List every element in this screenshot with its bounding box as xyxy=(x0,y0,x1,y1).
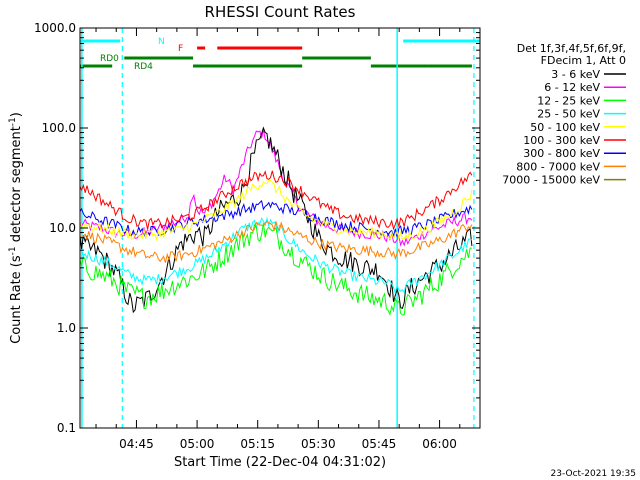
series-line xyxy=(79,179,473,242)
y-axis-label: Count Rate (s-1 detector segment-1) xyxy=(8,112,24,344)
series-line xyxy=(79,199,473,239)
y-tick-label: 1000.0 xyxy=(34,21,76,35)
series-line xyxy=(79,220,473,263)
y-axis: 0.1 1.0 10.0 100.0 1000.0 xyxy=(34,21,480,435)
legend-label: 300 - 800 keV xyxy=(523,147,600,160)
x-tick-label: 05:15 xyxy=(240,437,275,451)
x-tick-label: 05:30 xyxy=(301,437,336,451)
legend-label: 3 - 6 keV xyxy=(551,68,600,81)
legend-label: 6 - 12 keV xyxy=(544,81,600,94)
y-axis-label-part: -1 xyxy=(8,117,18,126)
legend-label: 100 - 300 keV xyxy=(523,134,600,147)
y-tick-label: 1.0 xyxy=(57,321,76,335)
x-tick-label: 06:00 xyxy=(422,437,457,451)
x-tick-label: 05:45 xyxy=(362,437,397,451)
series-line xyxy=(79,216,473,295)
y-axis-label-part: ) xyxy=(9,112,24,117)
legend-label: 7000 - 15000 keV xyxy=(502,174,600,187)
y-axis-label-part: Count Rate (s xyxy=(9,255,24,344)
y-axis-label-part: -1 xyxy=(8,246,18,255)
x-tick-label: 04:45 xyxy=(119,437,154,451)
y-axis-label-part: detector segment xyxy=(9,126,24,246)
legend: Det 1f,3f,4f,5f,6f,9f, FDecim 1, Att 0 3… xyxy=(502,42,626,187)
x-tick-label: 05:00 xyxy=(180,437,215,451)
series-layer xyxy=(79,126,473,317)
series-line xyxy=(79,129,473,247)
state-label-f: F xyxy=(178,44,183,54)
y-tick-label: 0.1 xyxy=(57,421,76,435)
series-line xyxy=(79,126,473,314)
state-bars: N F RD0 RD4 xyxy=(79,37,480,72)
x-axis-label: Start Time (22-Dec-04 04:31:02) xyxy=(174,455,386,470)
chart-title: RHESSI Count Rates xyxy=(205,3,356,21)
y-tick-label: 10.0 xyxy=(49,221,76,235)
legend-label: 800 - 7000 keV xyxy=(516,160,600,173)
series-line xyxy=(79,223,472,317)
legend-label: 12 - 25 keV xyxy=(537,94,600,107)
state-label-rd0: RD0 xyxy=(100,54,119,64)
legend-header-1: Det 1f,3f,4f,5f,6f,9f, xyxy=(517,42,626,55)
x-axis: 04:45 05:00 05:15 05:30 05:45 06:00 xyxy=(95,28,481,451)
series-line xyxy=(79,170,473,231)
legend-label: 50 - 100 keV xyxy=(530,121,600,134)
state-label-rd4: RD4 xyxy=(134,62,153,72)
timestamp: 23-Oct-2021 19:35 xyxy=(551,469,636,479)
y-tick-label: 100.0 xyxy=(42,121,76,135)
state-label-n: N xyxy=(158,37,165,47)
legend-header-2: FDecim 1, Att 0 xyxy=(541,54,626,67)
legend-label: 25 - 50 keV xyxy=(537,108,600,121)
